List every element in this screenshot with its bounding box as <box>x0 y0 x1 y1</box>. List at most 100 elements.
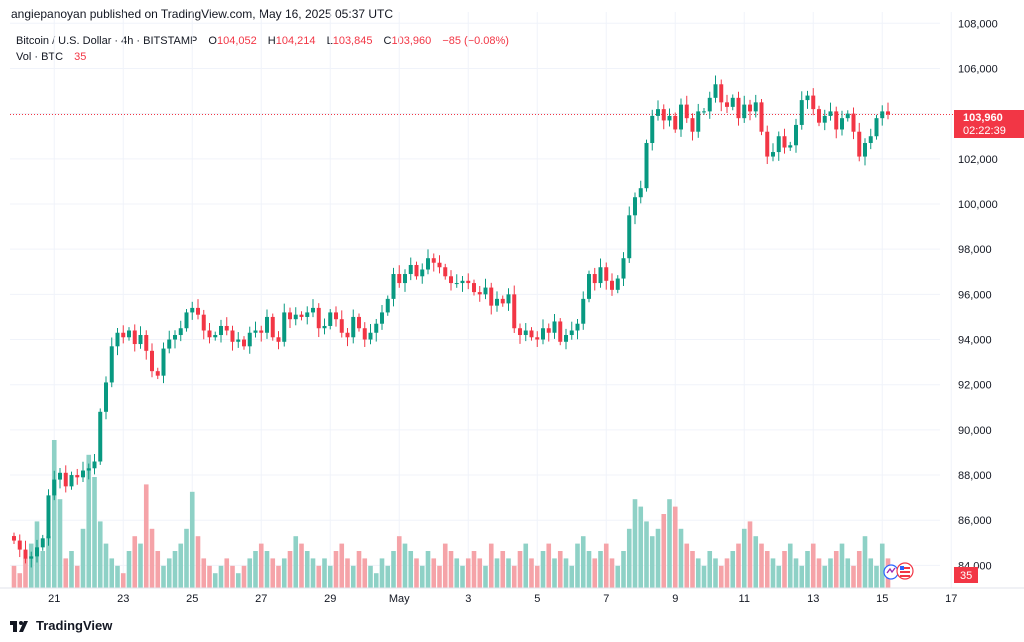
footer-brand-name: TradingView <box>36 618 113 633</box>
candle-body <box>748 104 752 112</box>
volume-bar <box>586 551 592 588</box>
volume-bar <box>155 551 161 588</box>
open-value: 104,052 <box>216 35 257 47</box>
candle-body <box>397 274 402 284</box>
price-tick-label: 98,000 <box>958 244 992 256</box>
candle-body <box>598 267 603 284</box>
price-axis[interactable]: 84,00086,00088,00090,00092,00094,00096,0… <box>958 18 998 572</box>
us-flag-icon[interactable] <box>896 562 914 580</box>
candle-body <box>282 312 287 342</box>
volume-bar <box>120 573 126 588</box>
candle-body <box>357 316 361 329</box>
candle-body <box>759 102 764 132</box>
volume-bar <box>592 558 598 588</box>
time-tick-label: 11 <box>739 593 750 605</box>
low-value: 103,845 <box>332 35 373 47</box>
volume-bar <box>143 484 149 588</box>
close-value: 103,960 <box>391 35 432 47</box>
volume-bar <box>149 528 155 588</box>
candle-body <box>736 97 741 119</box>
volume-bar <box>603 543 609 588</box>
candle-body <box>627 215 632 259</box>
volume-bar <box>126 551 132 588</box>
volume-bar <box>310 558 316 588</box>
volume-bar <box>799 565 805 588</box>
candle-body <box>587 274 591 299</box>
candle-body <box>512 294 517 329</box>
volume-bar <box>304 551 310 588</box>
candle-body <box>771 152 775 157</box>
events-icon[interactable] <box>883 564 899 580</box>
volume-bar <box>276 565 281 588</box>
candle-body <box>374 323 379 333</box>
volume-bar <box>615 565 621 588</box>
bar-countdown: 02:22:39 <box>963 125 1006 137</box>
candle-body <box>253 330 258 333</box>
candle-body <box>58 472 62 480</box>
symbol-title[interactable]: Bitcoin / U.S. Dollar · 4h · BITSTAMP <box>16 35 198 47</box>
candle-body <box>86 468 91 471</box>
volume-bar <box>448 551 454 588</box>
volume-bar <box>724 558 730 588</box>
candle-body <box>851 113 856 132</box>
candle-body <box>98 411 103 462</box>
volume-bar <box>109 558 115 588</box>
candle-body <box>144 335 149 351</box>
volume-bar <box>115 565 120 588</box>
candle-body <box>753 102 758 112</box>
volume-bar <box>810 543 816 588</box>
candle-body <box>592 274 597 284</box>
volume-bar <box>741 528 747 588</box>
volume-bar <box>632 499 638 588</box>
candle-body <box>880 111 885 119</box>
candle-body <box>817 109 821 123</box>
candle-body <box>702 111 706 113</box>
candle-body <box>224 325 229 331</box>
volume-bar <box>649 536 655 588</box>
volume-bar <box>856 551 862 588</box>
candle-body <box>362 328 367 340</box>
candle-body <box>426 258 430 270</box>
candle-body <box>63 472 68 487</box>
volume-bar <box>46 536 51 588</box>
price-tick-label: 86,000 <box>958 515 992 527</box>
candle-body <box>161 348 166 376</box>
volume-bar <box>419 565 425 588</box>
volume-bar <box>241 565 247 588</box>
price-tick-label: 108,000 <box>958 18 998 30</box>
volume-bar <box>839 543 845 588</box>
candle-body <box>299 314 304 317</box>
volume-bar <box>546 543 552 588</box>
footer-brand[interactable]: TradingView <box>10 618 112 633</box>
candle-body <box>477 292 482 295</box>
volume-tag-value: 35 <box>960 570 972 582</box>
candle-body <box>345 332 350 338</box>
candle-body <box>460 280 465 284</box>
volume-bar <box>534 565 540 588</box>
candle-body <box>368 332 373 340</box>
candle-body <box>707 97 712 112</box>
candle-body <box>828 111 833 116</box>
candle-body <box>621 258 626 279</box>
volume-bar <box>713 558 718 588</box>
candlesticks <box>12 75 890 568</box>
candle-body <box>259 330 264 333</box>
candle-body <box>316 307 321 329</box>
volume-bar <box>552 558 557 588</box>
candle-body <box>339 319 344 333</box>
price-tick-label: 92,000 <box>958 380 992 392</box>
candle-body <box>840 118 844 130</box>
time-tick-label: 17 <box>945 593 957 605</box>
time-axis[interactable]: 21 23 25 27 29 May 3 5 7 9 11 13 15 17 <box>48 593 957 605</box>
volume-bar <box>494 558 500 588</box>
price-tick-label: 94,000 <box>958 335 992 347</box>
candle-body <box>190 307 195 313</box>
volume-bar <box>644 521 649 588</box>
volume-bar <box>833 551 839 588</box>
last-price-value: 103,960 <box>963 112 1003 124</box>
volume-bar <box>74 565 80 588</box>
volume-label[interactable]: Vol · BTC <box>16 51 64 63</box>
change-value: −85 (−0.08%) <box>442 35 509 47</box>
high-label: H <box>267 35 276 47</box>
